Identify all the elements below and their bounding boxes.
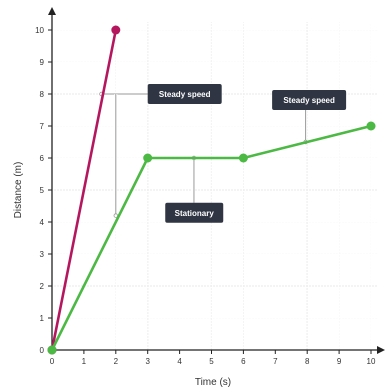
x-tick-label: 10	[367, 357, 376, 366]
x-tick-label: 6	[241, 357, 246, 366]
x-tick-label: 2	[114, 357, 119, 366]
x-tick-label: 7	[273, 357, 278, 366]
annotation-label: Steady speed	[159, 90, 211, 99]
y-tick-label: 7	[40, 122, 45, 131]
annotation-box	[147, 84, 222, 104]
series-point	[238, 153, 248, 163]
x-axis-title: Time (s)	[195, 377, 231, 388]
tick-labels: 0 1 2 3 4 5 6 7 8 9 10 0 1 2 3 4 5 6 7 8 9 10	[35, 26, 376, 366]
annotation-connectors	[99, 91, 308, 218]
y-axis-title: Distance (m)	[13, 162, 24, 219]
x-tick-label: 0	[50, 357, 55, 366]
x-tick-label: 3	[145, 357, 150, 366]
axes	[48, 7, 385, 354]
y-tick-label: 1	[40, 314, 45, 323]
y-tick-label: 6	[40, 154, 45, 163]
y-tick-label: 2	[40, 282, 45, 291]
y-axis-arrow	[48, 7, 56, 15]
y-tick-label: 9	[40, 58, 45, 67]
annotation-label: Steady speed	[283, 96, 335, 105]
y-tick-label: 4	[40, 218, 45, 227]
series-line	[50, 28, 118, 352]
x-tick-label: 1	[82, 357, 87, 366]
x-tick-label: 4	[177, 357, 182, 366]
x-axis-arrow	[377, 346, 385, 354]
y-tick-label: 5	[40, 186, 45, 195]
x-tick-label: 9	[337, 357, 342, 366]
annotations: Steady speed Stationary Steady speed	[147, 84, 347, 223]
series	[47, 25, 376, 355]
series-point	[47, 345, 57, 355]
y-tick-label: 10	[35, 26, 44, 35]
annotation-label: Stationary	[175, 209, 215, 218]
y-tick-label: 3	[40, 250, 45, 259]
annotation-box	[165, 202, 224, 223]
series-point	[111, 25, 121, 35]
series-point	[143, 153, 153, 163]
grid	[52, 22, 377, 350]
x-tick-label: 8	[305, 357, 310, 366]
series-point	[366, 121, 376, 131]
x-tick-label: 5	[209, 357, 214, 366]
annotation-box	[272, 90, 347, 110]
y-tick-label: 0	[40, 346, 45, 355]
y-tick-label: 8	[40, 90, 45, 99]
series-line	[50, 124, 373, 352]
